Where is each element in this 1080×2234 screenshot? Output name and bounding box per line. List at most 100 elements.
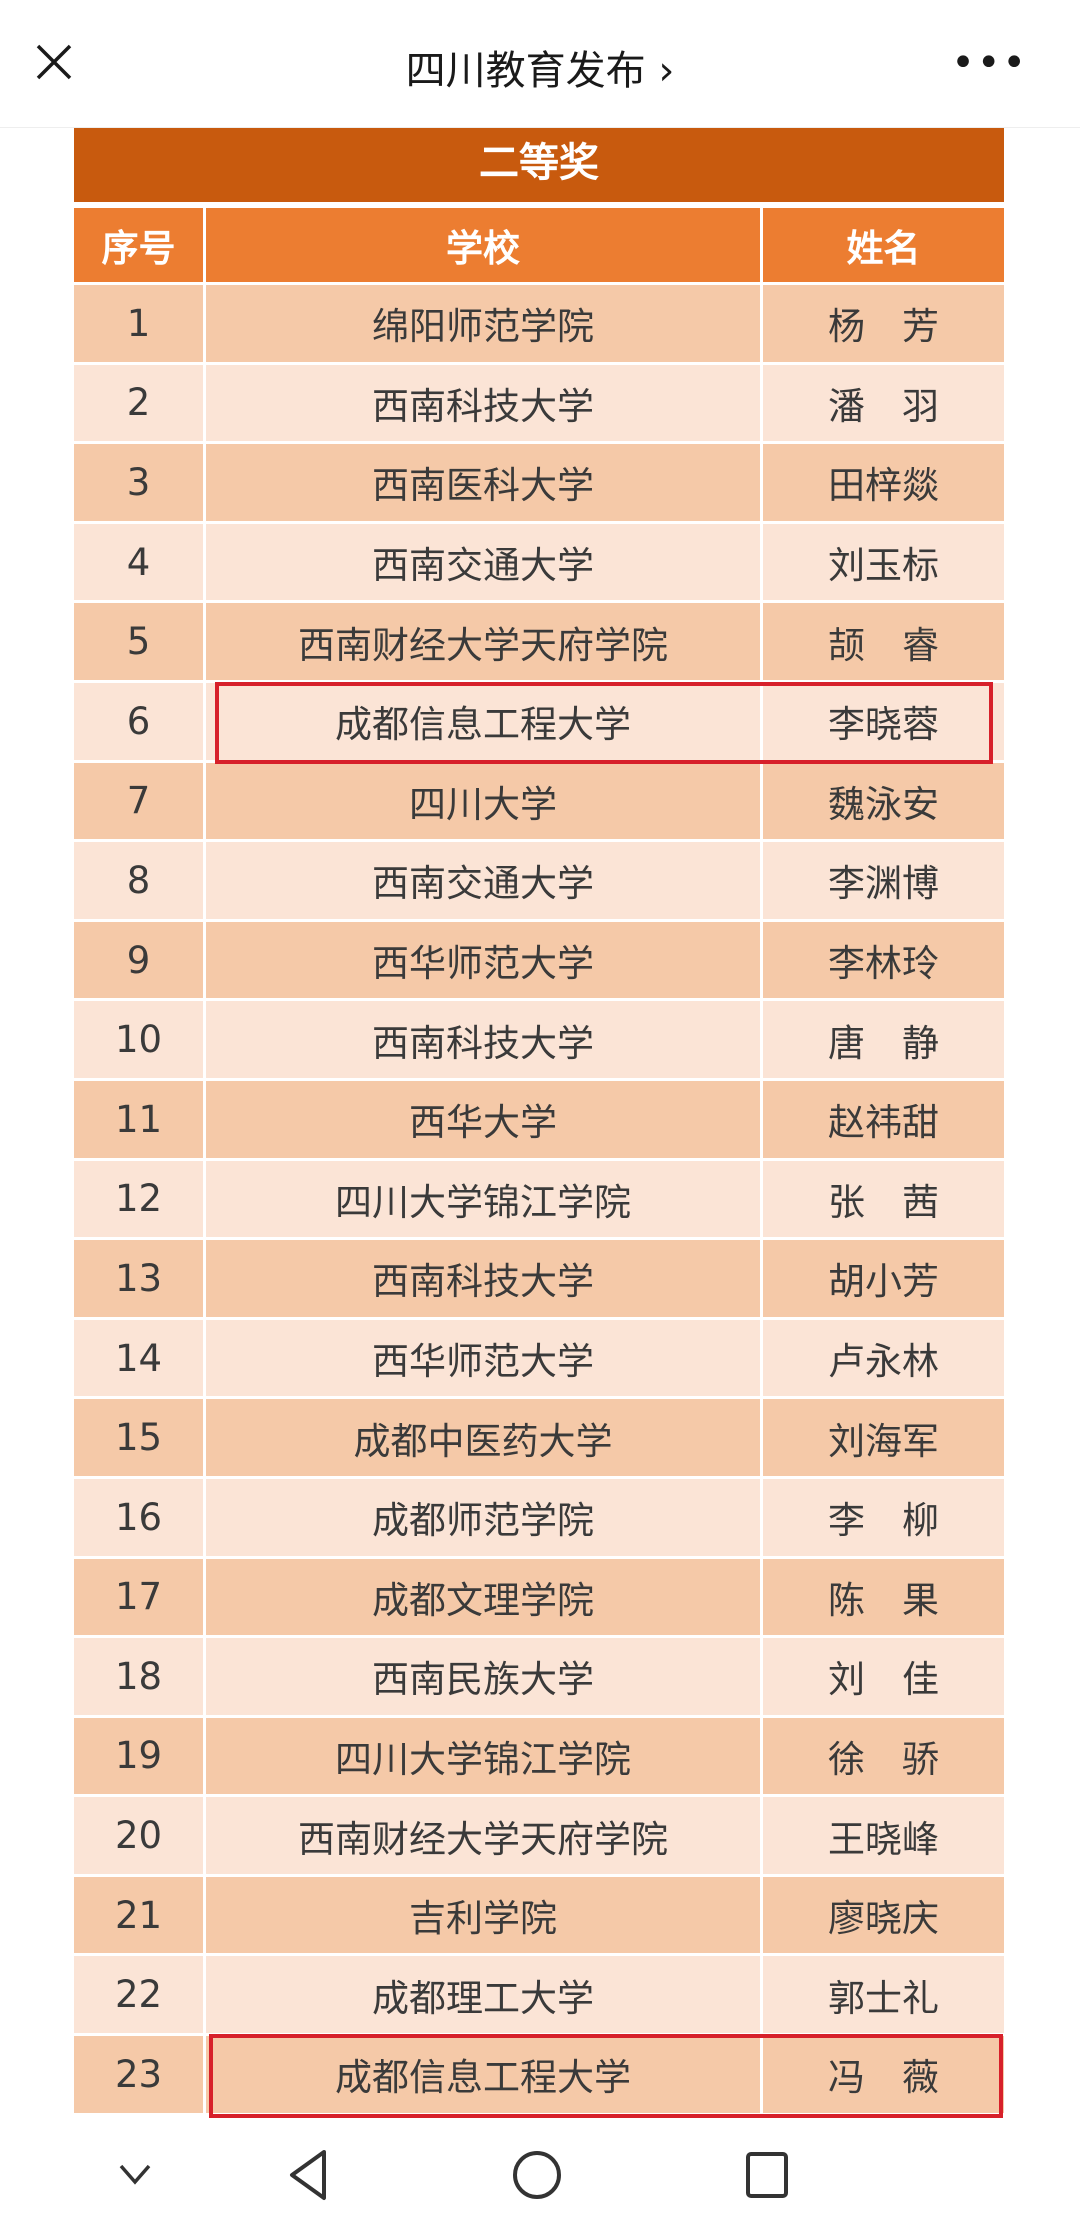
name-cell: 刘海军 xyxy=(828,1419,939,1463)
row-number: 9 xyxy=(74,921,206,999)
table-row: 10 西南科技大学 唐 静 xyxy=(74,1001,1004,1081)
table-header: 序号 学校 姓名 xyxy=(74,208,1004,285)
row-number: 23 xyxy=(74,2036,206,2113)
name-cell: 卢永林 xyxy=(828,1340,939,1384)
table-row: 7 四川大学 魏泳安 xyxy=(74,762,1004,843)
more-icon[interactable]: ••• xyxy=(951,40,1028,86)
table-row: 11 西华大学 赵祎甜 xyxy=(74,1080,1004,1161)
table-row: 20 西南财经大学天府学院 王晓峰 xyxy=(74,1797,1004,1877)
table-row: 12 四川大学锦江学院 张 茜 xyxy=(74,1160,1004,1241)
row-number: 17 xyxy=(74,1558,206,1636)
name-cell: 廖晓庆 xyxy=(828,1897,939,1941)
name-cell: 李渊博 xyxy=(828,862,939,906)
award-banner: 二等奖 xyxy=(74,128,1004,202)
row-number: 5 xyxy=(74,603,206,680)
school-cell: 成都文理学院 xyxy=(206,1558,763,1636)
school-cell: 西南科技大学 xyxy=(206,1001,763,1078)
back-icon[interactable] xyxy=(286,2148,330,2202)
school-cell: 西南财经大学天府学院 xyxy=(206,1797,763,1874)
table-row: 1 绵阳师范学院 杨 芳 xyxy=(74,285,1004,365)
school-cell: 四川大学锦江学院 xyxy=(206,1160,763,1238)
award-table: 序号 学校 姓名 1 绵阳师范学院杨 芳 2 西南科技大学潘 羽 3 西南医科大学 田梓燚 4… xyxy=(74,208,1004,2116)
school-cell: 西南交通大学 xyxy=(206,523,763,601)
row-number: 1 xyxy=(74,285,206,362)
school-cell: 四川大学 xyxy=(206,762,763,840)
table-row: 18 西南民族大学 刘 佳 xyxy=(74,1638,1004,1718)
row-number: 14 xyxy=(74,1319,206,1397)
table-row: 4 西南交通大学 刘玉标 xyxy=(74,523,1004,604)
school-cell: 西南民族大学 xyxy=(206,1638,763,1715)
school-cell: 西南交通大学 xyxy=(206,842,763,919)
school-cell: 西华师范大学 xyxy=(206,1319,763,1397)
school-cell: 成都师范学院 xyxy=(206,1478,763,1556)
table-row: 9 西华师范大学 李林玲 xyxy=(74,921,1004,1002)
school-cell: 吉利学院 xyxy=(206,1876,763,1954)
table-row: 17 成都文理学院 陈 果 xyxy=(74,1558,1004,1639)
school-cell: 西南科技大学 xyxy=(206,364,763,442)
name-cell: 王晓峰 xyxy=(828,1817,939,1861)
table-row: 23 成都信息工程大学 冯 薇 xyxy=(74,2036,1004,2116)
table-row: 22 成都理工大学 郭士礼 xyxy=(74,1956,1004,2037)
row-number: 3 xyxy=(74,444,206,521)
row-number: 19 xyxy=(74,1717,206,1795)
row-number: 21 xyxy=(74,1876,206,1954)
school-cell: 西南医科大学 xyxy=(206,444,763,521)
school-cell: 西华大学 xyxy=(206,1080,763,1158)
name-cell: 杨 芳 xyxy=(828,305,939,349)
name-cell: 颉 睿 xyxy=(828,623,939,667)
home-icon[interactable] xyxy=(512,2150,562,2200)
column-header-number: 序号 xyxy=(74,208,206,282)
table-row: 19 四川大学锦江学院 徐 骄 xyxy=(74,1717,1004,1798)
name-cell: 赵祎甜 xyxy=(828,1101,939,1145)
school-cell: 西华师范大学 xyxy=(206,921,763,999)
school-cell: 西南财经大学天府学院 xyxy=(206,603,763,680)
row-number: 13 xyxy=(74,1240,206,1317)
table-row: 5 西南财经大学天府学院 颉 睿 xyxy=(74,603,1004,683)
table-row: 6 成都信息工程大学 李晓蓉 xyxy=(74,682,1004,763)
table-row: 3 西南医科大学 田梓燚 xyxy=(74,444,1004,524)
chevron-down-icon[interactable] xyxy=(118,2162,152,2186)
name-cell: 胡小芳 xyxy=(828,1260,939,1304)
school-cell: 成都信息工程大学 xyxy=(206,682,763,760)
row-number: 11 xyxy=(74,1080,206,1158)
name-cell: 张 茜 xyxy=(828,1180,939,1224)
name-cell: 魏泳安 xyxy=(828,782,939,826)
name-cell: 田梓燚 xyxy=(828,464,939,508)
name-cell: 李林玲 xyxy=(828,942,939,986)
name-cell: 唐 静 xyxy=(828,1021,939,1065)
school-cell: 成都中医药大学 xyxy=(206,1399,763,1476)
system-nav-bar xyxy=(0,2134,1080,2234)
name-cell: 冯 薇 xyxy=(828,2056,939,2100)
row-number: 2 xyxy=(74,364,206,442)
row-number: 6 xyxy=(74,682,206,760)
account-title[interactable]: 四川教育发布 › xyxy=(405,48,675,94)
recents-icon[interactable] xyxy=(745,2151,789,2199)
school-cell: 四川大学锦江学院 xyxy=(206,1717,763,1795)
name-cell: 陈 果 xyxy=(828,1578,939,1622)
row-number: 22 xyxy=(74,1956,206,2034)
row-number: 8 xyxy=(74,842,206,919)
row-number: 15 xyxy=(74,1399,206,1476)
top-bar: 四川教育发布 › ••• xyxy=(0,0,1080,128)
row-number: 16 xyxy=(74,1478,206,1556)
name-cell: 刘 佳 xyxy=(828,1658,939,1702)
column-header-school: 学校 xyxy=(206,208,763,282)
table-row: 16 成都师范学院 李 柳 xyxy=(74,1478,1004,1559)
close-icon[interactable] xyxy=(34,42,74,82)
school-cell: 成都理工大学 xyxy=(206,1956,763,2034)
table-row: 14 西华师范大学 卢永林 xyxy=(74,1319,1004,1400)
name-cell: 李晓蓉 xyxy=(828,703,939,747)
name-cell: 李 柳 xyxy=(828,1499,939,1543)
row-number: 18 xyxy=(74,1638,206,1715)
name-cell: 徐 骄 xyxy=(828,1737,939,1781)
row-number: 4 xyxy=(74,523,206,601)
row-number: 12 xyxy=(74,1160,206,1238)
column-header-name: 姓名 xyxy=(846,227,921,270)
school-cell: 成都信息工程大学 xyxy=(206,2036,763,2113)
name-cell: 刘玉标 xyxy=(828,544,939,588)
school-cell: 西南科技大学 xyxy=(206,1240,763,1317)
name-cell: 郭士礼 xyxy=(828,1976,939,2020)
row-number: 7 xyxy=(74,762,206,840)
name-cell: 潘 羽 xyxy=(828,384,939,428)
row-number: 20 xyxy=(74,1797,206,1874)
